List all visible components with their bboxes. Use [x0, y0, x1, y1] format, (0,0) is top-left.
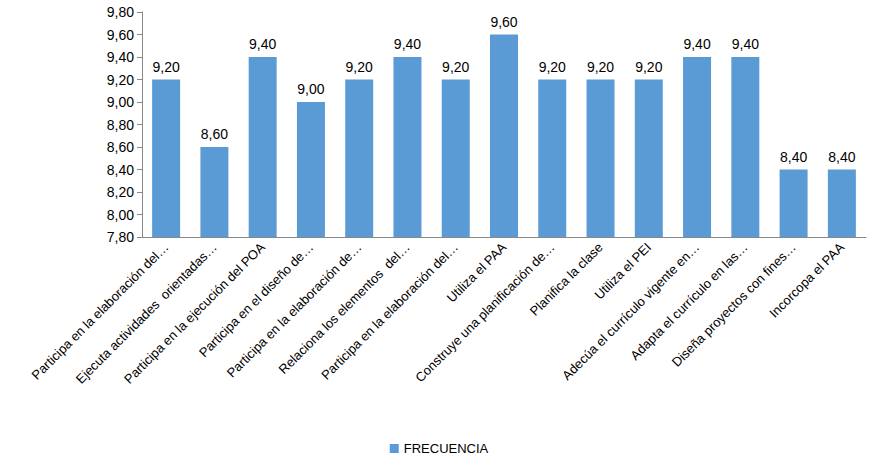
svg-text:Participa en la elaboración de: Participa en la elaboración del…	[318, 239, 461, 383]
svg-text:Adecúa el currículo vigente en: Adecúa el currículo vigente en…	[559, 239, 703, 383]
svg-text:9,60: 9,60	[107, 27, 134, 43]
svg-text:Participa en la elaboración de: Participa en la elaboración de…	[223, 239, 365, 381]
svg-text:9,40: 9,40	[249, 36, 276, 52]
svg-text:8,80: 8,80	[107, 117, 134, 133]
svg-text:9,20: 9,20	[442, 59, 469, 75]
svg-text:9,40: 9,40	[683, 36, 710, 52]
svg-text:9,80: 9,80	[107, 4, 134, 20]
svg-text:Utiliza el PEI: Utiliza el PEI	[591, 239, 655, 303]
svg-text:Planifica la clase: Planifica la clase	[527, 240, 606, 319]
svg-text:9,40: 9,40	[732, 36, 759, 52]
svg-text:9,60: 9,60	[490, 14, 517, 30]
svg-text:8,40: 8,40	[828, 149, 855, 165]
svg-text:8,60: 8,60	[107, 139, 134, 155]
svg-text:8,40: 8,40	[780, 149, 807, 165]
svg-text:Diseña proyectos con fines…: Diseña proyectos con fines…	[668, 239, 799, 370]
svg-text:FRECUENCIA: FRECUENCIA	[404, 441, 489, 456]
svg-text:7,80: 7,80	[107, 229, 134, 245]
svg-text:9,00: 9,00	[297, 81, 324, 97]
svg-text:Adapta el currículo en las…: Adapta el currículo en las…	[627, 239, 751, 364]
svg-text:Participa en la ejecución del: Participa en la ejecución del POA	[121, 239, 268, 387]
svg-text:9,20: 9,20	[346, 59, 373, 75]
svg-text:Incorcopa el PAA: Incorcopa el PAA	[766, 239, 847, 320]
svg-text:8,60: 8,60	[201, 126, 228, 142]
svg-text:8,20: 8,20	[107, 184, 134, 200]
svg-text:9,20: 9,20	[635, 59, 662, 75]
svg-text:9,20: 9,20	[587, 59, 614, 75]
svg-text:Participa en el diseño de…: Participa en el diseño de…	[195, 239, 317, 360]
svg-text:9,40: 9,40	[394, 36, 421, 52]
svg-text:Relaciona los elementos del…: Relaciona los elementos del…	[275, 239, 413, 377]
svg-text:9,00: 9,00	[107, 94, 134, 110]
svg-text:9,20: 9,20	[539, 59, 566, 75]
svg-text:8,00: 8,00	[107, 207, 134, 223]
svg-text:Ejecuta actividades orientadas: Ejecuta actividades orientadas…	[72, 239, 220, 387]
svg-text:8,40: 8,40	[107, 162, 134, 178]
svg-text:Participa en la elaboración de: Participa en la elaboración del…	[28, 239, 172, 383]
svg-text:Construye una planificación de: Construye una planificación de…	[412, 239, 558, 386]
svg-text:Utiliza el PAA: Utiliza el PAA	[443, 239, 510, 306]
svg-text:9,20: 9,20	[153, 59, 180, 75]
svg-text:9,40: 9,40	[107, 49, 134, 65]
svg-text:9,20: 9,20	[107, 72, 134, 88]
